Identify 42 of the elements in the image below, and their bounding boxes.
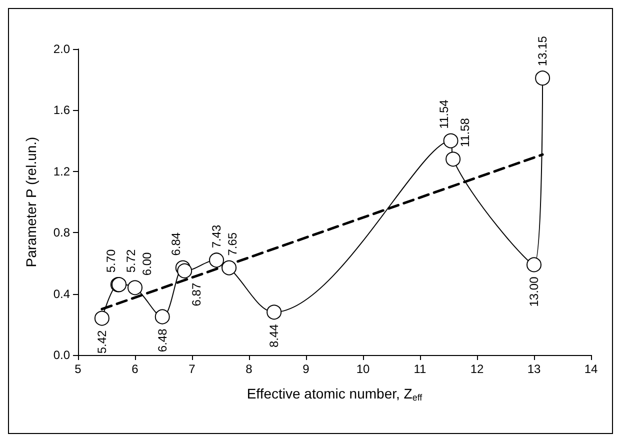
annotation: 6.48 — [155, 328, 170, 352]
annotation: 8.44 — [267, 324, 282, 348]
point — [443, 133, 458, 148]
x-tick-label: 12 — [470, 362, 484, 376]
point — [94, 310, 110, 326]
y-axis-title: Parameter P (rel.un.) — [23, 136, 39, 268]
y-tick-label: 1.2 — [53, 164, 70, 178]
x-tick-label: 5 — [74, 362, 82, 376]
annotation: 6.87 — [190, 282, 204, 306]
point — [535, 70, 550, 86]
y-tick-label: 1.6 — [53, 103, 70, 118]
point — [266, 304, 282, 320]
annotation: 5.72 — [124, 248, 138, 273]
x-tick-label: 10 — [356, 362, 370, 376]
point — [526, 257, 542, 272]
y-tick-label: 0.4 — [53, 286, 70, 301]
x-tick-label: 14 — [584, 362, 598, 376]
annotation: 5.42 — [94, 330, 109, 354]
x-tick-label: 11 — [414, 362, 427, 376]
point — [446, 152, 461, 167]
annotation: 11.54 — [436, 99, 451, 129]
y-tick-label: 2.0 — [53, 42, 70, 56]
annotation: 7.65 — [226, 232, 240, 256]
point — [209, 252, 224, 268]
annotation: 5.70 — [104, 248, 118, 273]
annotation: 13.15 — [536, 36, 550, 66]
y-tick-label: 0.8 — [53, 226, 70, 240]
annotation: 7.43 — [210, 224, 224, 248]
x-tick-label: 13 — [527, 362, 541, 376]
y-tick-label: 0.0 — [53, 348, 70, 362]
annotation: 11.58 — [458, 118, 472, 148]
point — [154, 309, 170, 324]
point — [177, 263, 192, 278]
annotation: 13.00 — [527, 276, 541, 307]
point — [222, 260, 237, 276]
x-tick-label: 8 — [246, 362, 253, 376]
annotation: 6.84 — [168, 232, 183, 256]
x-tick-label: 7 — [188, 362, 196, 376]
point — [128, 280, 142, 296]
x-tick-label: 6 — [132, 362, 139, 376]
x-tick-label: 9 — [302, 362, 310, 376]
annotation: 6.00 — [140, 252, 154, 276]
